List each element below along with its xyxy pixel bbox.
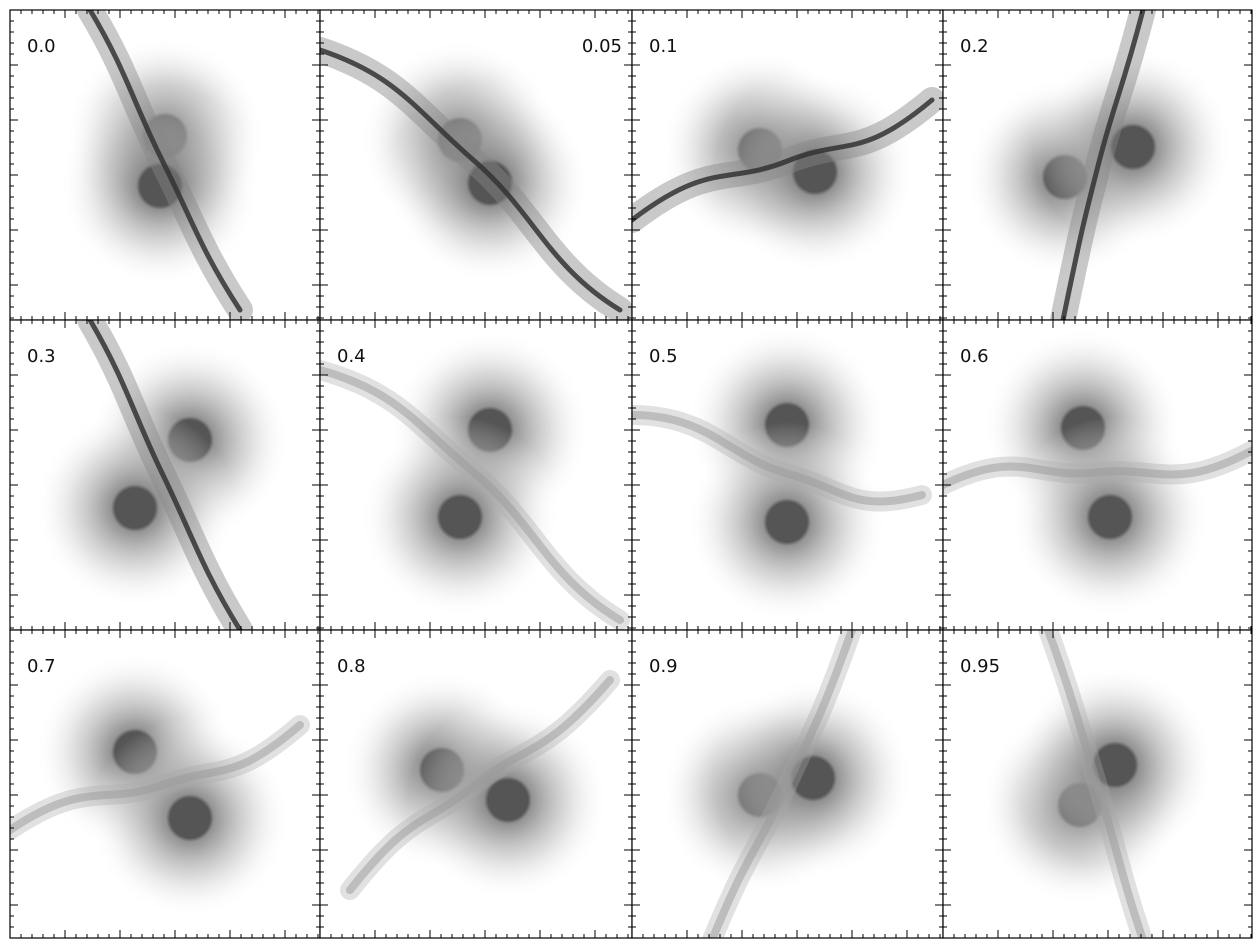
panel-image [10,320,320,630]
panel-label: 0.4 [337,346,366,367]
star [60,86,260,286]
panel-image [320,320,632,630]
panel-image [632,320,943,630]
panel-image [10,630,320,938]
panel-label: 0.6 [960,346,989,367]
panel: 0.9 [632,630,943,939]
panel-image [632,630,943,939]
panel-label: 0.3 [27,346,56,367]
panel-label: 0.0 [27,36,56,57]
panel-image [320,630,632,938]
panel: 0.8 [320,630,632,938]
panel: 0.2 [943,10,1252,320]
figure: 0.0 0.05 0.1 0.2 0.3 0.4 0.5 0.6 0.7 0.8 0.9 0.95 [0,0,1253,939]
panel: 0.6 [943,320,1253,630]
panel: 0.4 [320,320,632,630]
panel: 0.7 [10,630,320,938]
panel-image [943,320,1253,630]
panel: 0.0 [10,10,320,320]
panel-label: 0.1 [649,36,678,57]
panel-label: 0.9 [649,656,678,677]
panel: 0.05 [320,10,632,320]
panel: 0.5 [632,320,943,630]
panel: 0.95 [943,630,1252,939]
panel-label: 0.7 [27,656,56,677]
panel-label: 0.95 [960,656,1000,677]
panel: 0.3 [10,320,320,630]
panel-image [10,10,320,320]
panel-label: 0.8 [337,656,366,677]
panel-label: 0.2 [960,36,989,57]
panel-image [632,10,943,320]
panel-image [943,10,1252,320]
star [1010,417,1210,617]
panel: 0.1 [632,10,943,320]
panel-label: 0.05 [582,36,622,57]
star [687,422,887,622]
panel-label: 0.5 [649,346,678,367]
